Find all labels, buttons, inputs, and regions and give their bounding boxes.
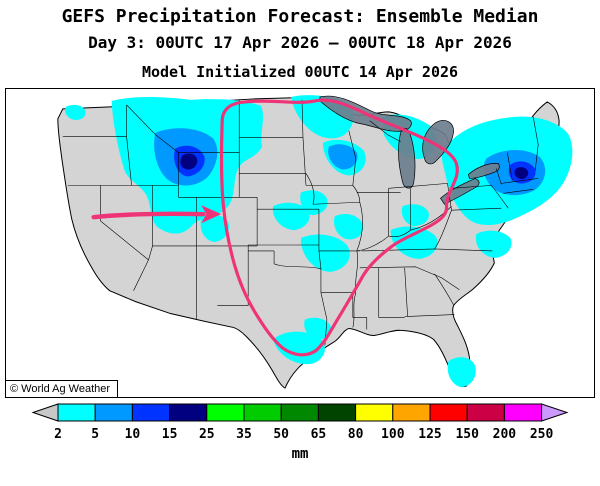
colorbar-arrow-right xyxy=(541,403,569,422)
colorbar-segment xyxy=(169,403,208,422)
colorbar-tick-label: 15 xyxy=(162,427,178,442)
colorbar-tick-label: 150 xyxy=(455,427,479,442)
colorbar-segment xyxy=(503,403,543,422)
colorbar-segment xyxy=(355,403,394,422)
annotation-arrow-shaft xyxy=(91,211,206,220)
colorbar-tick-label: 100 xyxy=(381,427,405,442)
page-title: GEFS Precipitation Forecast: Ensemble Me… xyxy=(61,6,539,27)
colorbar-segment xyxy=(206,403,245,422)
us-precipitation-map: © World Ag Weather xyxy=(5,88,595,398)
colorbar-tick-label: 125 xyxy=(418,427,441,442)
colorbar-segment xyxy=(57,403,96,422)
state-borders-east xyxy=(352,120,509,330)
colorbar-tick-label: 65 xyxy=(311,427,327,442)
colorbar-segment xyxy=(243,403,282,422)
colorbar-segment xyxy=(392,403,431,422)
state-borders-northeast xyxy=(496,116,539,194)
colorbar-segment xyxy=(317,403,357,422)
colorbar-tick-label: 10 xyxy=(125,427,141,442)
forecast-period: Day 3: 00UTC 17 Apr 2026 — 00UTC 18 Apr … xyxy=(88,33,512,52)
colorbar-segment xyxy=(94,403,133,422)
colorbar-tick-label: 35 xyxy=(236,427,252,442)
colorbar-segment xyxy=(466,403,505,422)
colorbar-tick-label: 5 xyxy=(91,427,99,442)
model-init-time: Model Initialized 00UTC 14 Apr 2026 xyxy=(141,63,459,81)
annotation-arrow-head xyxy=(201,205,222,224)
colorbar-tick-label: 250 xyxy=(530,427,554,442)
colorbar-arrow-left xyxy=(31,403,59,422)
precip-moderate xyxy=(154,128,546,196)
great-lakes xyxy=(319,95,500,205)
colorbar-tick-label: 50 xyxy=(273,427,289,442)
colorbar-segment xyxy=(131,403,171,422)
colorbar-tick-label: 25 xyxy=(199,427,215,442)
state-borders-plains xyxy=(217,99,363,346)
colorbar-segment xyxy=(280,403,319,422)
colorbar-unit-label: mm xyxy=(292,446,309,462)
watermark: © World Ag Weather xyxy=(6,380,119,397)
annotation-loop xyxy=(220,98,459,357)
colorbar-legend: 2 5 10 15 25 35 50 65 80 100 125 150 200… xyxy=(31,403,569,462)
map-canvas xyxy=(57,95,573,389)
colorbar-tick-label: 200 xyxy=(493,427,517,442)
colorbar-segment xyxy=(429,403,468,422)
colorbar-tick-label: 80 xyxy=(348,427,364,442)
colorbar-tick-label: 2 xyxy=(54,427,62,442)
